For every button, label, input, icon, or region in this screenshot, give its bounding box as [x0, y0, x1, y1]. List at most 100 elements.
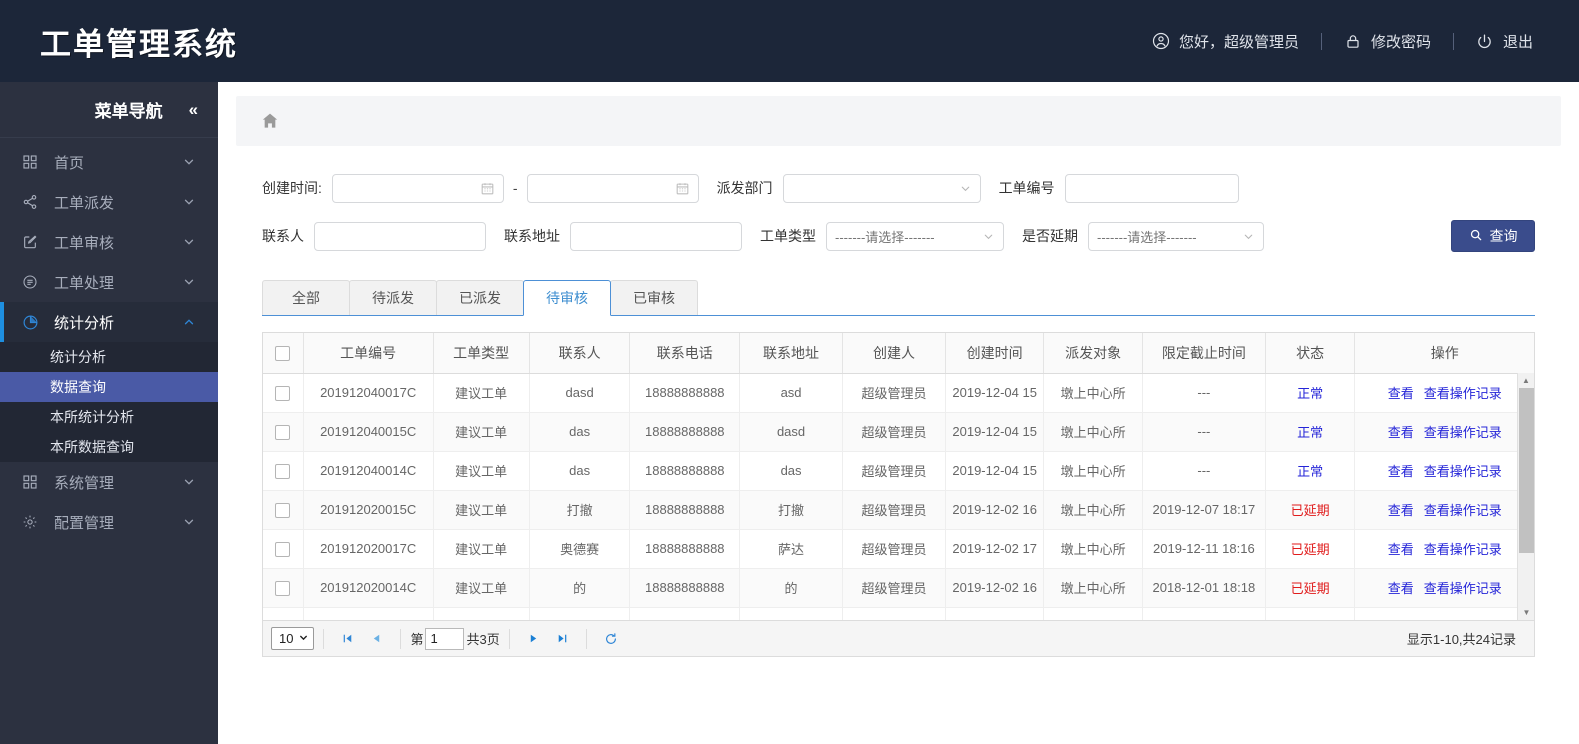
cell-created: 2019-12-02 17	[945, 607, 1045, 620]
user-greeting[interactable]: 您好，超级管理员	[1138, 31, 1313, 52]
logout-button[interactable]: 退出	[1462, 31, 1547, 52]
view-link[interactable]: 查看	[1387, 425, 1414, 440]
status-badge: 正常	[1297, 464, 1324, 479]
tab-all[interactable]: 全部	[262, 280, 350, 315]
table-row[interactable]: 201912040014C 建议工单 das 18888888888 das 超级管理员 2…	[263, 451, 1534, 491]
cell-deadline: 2019-12-11 18:16	[1142, 529, 1266, 569]
calendar-icon[interactable]	[480, 181, 495, 196]
table-row[interactable]: 201912020015C 建议工单 打撤 18888888888 打撤 超级管理员 201…	[263, 490, 1534, 530]
table-vertical-scrollbar[interactable]: ▲ ▼	[1517, 373, 1534, 620]
view-link[interactable]: 查看	[1387, 464, 1414, 479]
home-icon[interactable]	[260, 111, 280, 131]
cell-actions: 查看查看操作记录	[1354, 412, 1534, 452]
double-chevron-left-icon[interactable]: ‹‹	[188, 99, 198, 119]
view-link[interactable]: 查看	[1387, 386, 1414, 401]
cell-address: asd	[739, 373, 844, 413]
row-checkbox[interactable]	[275, 424, 291, 440]
sidebar-item-statistics[interactable]: 统计分析	[0, 302, 218, 342]
tab-audited[interactable]: 已审核	[610, 280, 698, 315]
order-no-input[interactable]	[1064, 173, 1239, 203]
last-page-icon[interactable]	[548, 632, 577, 645]
tab-pending-dispatch[interactable]: 待派发	[349, 280, 437, 315]
table-row[interactable]: 201912020017C 建议工单 奥德赛 18888888888 萨达 超级管理员 20…	[263, 529, 1534, 569]
delayed-select[interactable]: -------请选择-------	[1088, 221, 1264, 251]
cell-target: 墩上中心所	[1043, 373, 1143, 413]
view-link[interactable]: 查看	[1387, 581, 1414, 596]
view-link[interactable]: 查看	[1387, 542, 1414, 557]
circle-list-icon	[22, 274, 44, 290]
scroll-up-arrow-icon[interactable]: ▲	[1522, 376, 1530, 385]
first-page-icon[interactable]	[333, 632, 362, 645]
sidebar-item-home[interactable]: 首页	[0, 142, 218, 182]
cell-select	[263, 490, 304, 530]
pager-divider-2	[400, 628, 402, 649]
chevron-up-icon	[182, 315, 196, 329]
view-log-link[interactable]: 查看操作记录	[1423, 464, 1502, 479]
cell-contact: 奥德赛	[529, 529, 631, 569]
sidebar-item-system[interactable]: 系统管理	[0, 462, 218, 502]
sidebar-header: 菜单导航 ‹‹	[0, 82, 218, 138]
select-all-checkbox[interactable]	[275, 346, 291, 362]
dispatch-dept-select[interactable]	[782, 173, 981, 203]
view-log-link[interactable]: 查看操作记录	[1423, 581, 1502, 596]
scrollbar-thumb[interactable]	[1519, 388, 1534, 553]
next-page-icon[interactable]	[519, 632, 548, 645]
pager-divider-3	[508, 628, 510, 649]
view-log-link[interactable]: 查看操作记录	[1423, 503, 1502, 518]
table-row[interactable]: 201912020014C 建议工单的 18888888888 的超级管理员 2019-…	[263, 568, 1534, 608]
calendar-icon[interactable]	[675, 181, 690, 196]
create-time-start-input[interactable]	[331, 173, 504, 203]
grid-icon	[22, 474, 44, 490]
sidebar-item-process[interactable]: 工单处理	[0, 262, 218, 302]
contact-input[interactable]	[314, 221, 486, 251]
sidebar-subitem-local-statistics[interactable]: 本所统计分析	[50, 409, 134, 425]
power-icon	[1476, 32, 1494, 50]
page-size-select[interactable]: 10	[271, 627, 315, 650]
scroll-down-arrow-icon[interactable]: ▼	[1522, 608, 1531, 617]
change-password-button[interactable]: 修改密码	[1330, 31, 1445, 52]
row-checkbox[interactable]	[275, 580, 291, 596]
table-row[interactable]: 201912040017C 建议工单 dasd 18888888888 asd 超级管理员…	[263, 373, 1534, 413]
create-time-end-input[interactable]	[526, 173, 699, 203]
row-checkbox[interactable]	[275, 463, 291, 479]
cell-target: 墩上中心所	[1043, 412, 1143, 452]
row-checkbox[interactable]	[275, 385, 291, 401]
sidebar-menu: 首页 工单派发 工单审核	[0, 138, 218, 542]
cell-order-type: 建议工单	[433, 529, 530, 569]
cell-target: 墩上中心所	[1043, 451, 1143, 491]
cell-created: 2019-12-04 15	[945, 373, 1045, 413]
table-row[interactable]: 201912040015C 建议工单 das 18888888888 dasd 超级管理员…	[263, 412, 1534, 452]
sidebar-subitem-statistics[interactable]: 统计分析	[50, 349, 106, 365]
tab-dispatched[interactable]: 已派发	[436, 280, 524, 315]
sidebar-item-dispatch[interactable]: 工单派发	[0, 182, 218, 222]
cell-phone: 18888888888	[629, 529, 741, 569]
order-type-select[interactable]: -------请选择-------	[826, 221, 1004, 251]
sidebar-subitem-data-query[interactable]: 数据查询	[0, 372, 218, 402]
cell-order-no: 201912040015C	[303, 412, 434, 452]
tab-pending-audit[interactable]: 待审核	[523, 280, 611, 316]
cell-deadline: ---	[1142, 451, 1266, 491]
view-log-link[interactable]: 查看操作记录	[1423, 386, 1502, 401]
sidebar-subitem-local-data-query[interactable]: 本所数据查询	[50, 439, 134, 455]
cell-creator: 超级管理员	[842, 529, 946, 569]
app-header: 工单管理系统 您好，超级管理员 修改密码	[0, 0, 1579, 82]
view-log-link[interactable]: 查看操作记录	[1423, 425, 1502, 440]
prev-page-icon[interactable]	[362, 632, 391, 645]
sidebar-item-audit[interactable]: 工单审核	[0, 222, 218, 262]
address-input[interactable]	[570, 221, 742, 251]
refresh-icon[interactable]	[596, 632, 626, 646]
cell-status: 已延期	[1265, 529, 1356, 569]
view-link[interactable]: 查看	[1387, 503, 1414, 518]
cell-status: 正常	[1265, 412, 1356, 452]
table-row[interactable]: 201912020025C建议工单打撤18888888888阿萨的超级管理员20…	[263, 607, 1534, 620]
query-button[interactable]: 查询	[1451, 220, 1535, 252]
order-no-label: 工单编号	[998, 180, 1055, 196]
sidebar-item-config[interactable]: 配置管理	[0, 502, 218, 542]
page-number-input[interactable]: 1	[425, 627, 465, 650]
select-all-header	[263, 333, 304, 374]
query-button-label: 查询	[1489, 228, 1518, 244]
view-log-link[interactable]: 查看操作记录	[1423, 542, 1502, 557]
cell-actions: 查看查看操作记录	[1354, 529, 1534, 569]
row-checkbox[interactable]	[275, 502, 291, 518]
row-checkbox[interactable]	[275, 541, 291, 557]
